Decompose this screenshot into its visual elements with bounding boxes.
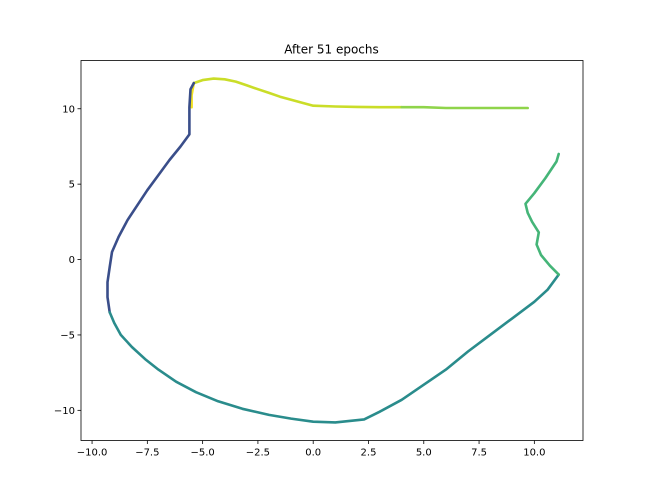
x-tick-label: 0.0 (305, 448, 321, 459)
x-tick-label: −7.5 (135, 448, 159, 459)
series-line-2 (400, 105, 530, 110)
series-line-4 (108, 273, 561, 424)
y-tick-label: 5 (69, 180, 75, 191)
x-axis-ticks: −10.0 −7.5 −5.0 −2.5 0.0 2.5 5.0 7.5 10.0 (77, 440, 545, 459)
series-line-3 (106, 81, 196, 314)
series-line-1 (192, 77, 404, 109)
plot-frame (80, 60, 584, 441)
y-tick-label: −10 (54, 406, 75, 417)
series-line-5 (524, 152, 561, 276)
x-tick-label: −2.5 (246, 448, 270, 459)
x-tick-label: 5.0 (416, 448, 432, 459)
x-tick-label: −5.0 (190, 448, 214, 459)
x-tick-label: 10.0 (523, 448, 545, 459)
y-tick-label: −5 (60, 330, 75, 341)
y-axis-ticks: −10 −5 0 5 10 (54, 104, 81, 417)
x-tick-label: 7.5 (471, 448, 487, 459)
plot-background (81, 60, 583, 441)
y-tick-label: 10 (62, 104, 75, 115)
x-tick-label: 2.5 (361, 448, 377, 459)
x-tick-label: −10.0 (77, 448, 108, 459)
series-layer (106, 77, 561, 424)
chart-title: After 51 epochs (284, 43, 379, 57)
y-tick-label: 0 (69, 255, 75, 266)
